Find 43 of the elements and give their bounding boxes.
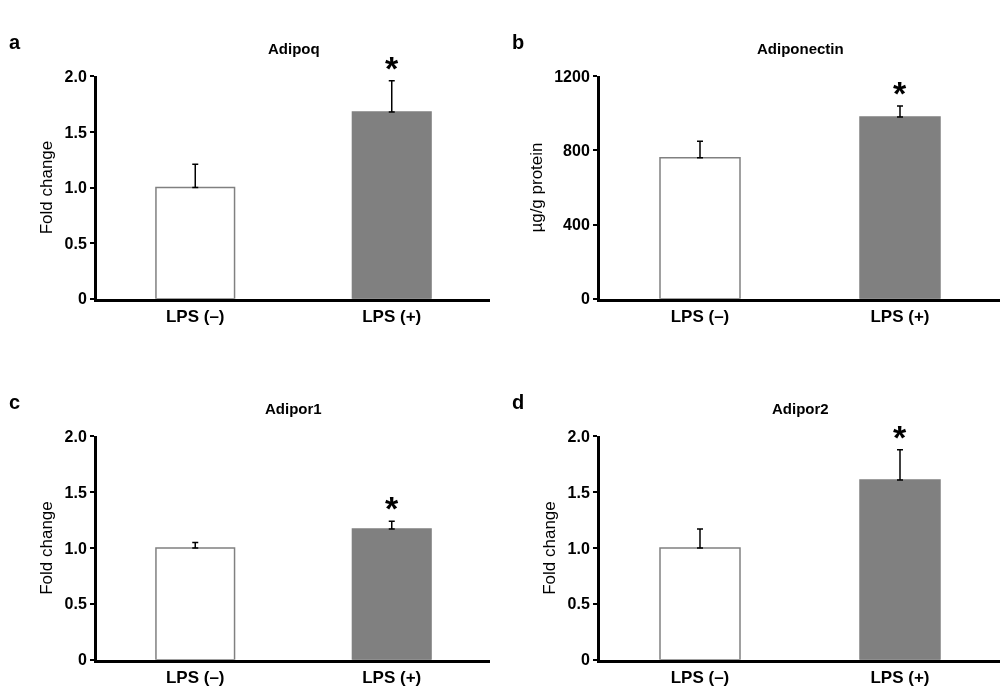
y-tick-label: 0.5 [567, 595, 590, 613]
x-tick-label: LPS (–) [670, 668, 730, 688]
y-tick-label: 0 [77, 290, 87, 308]
y-tick-label: 2.0 [567, 427, 590, 445]
text: c [9, 391, 21, 413]
x-tick-label: LPS (–) [165, 307, 225, 327]
y-tick-label: 800 [563, 142, 590, 160]
text: d [512, 391, 525, 413]
y-tick-label: 2.0 [64, 427, 87, 445]
x-tick-label: LPS (+) [870, 307, 930, 327]
annotation: * [893, 418, 907, 456]
chart-title: Adipor2 [772, 400, 829, 417]
x-tick-label: LPS (+) [870, 668, 930, 688]
chart-title: Adipor1 [265, 400, 322, 417]
y-tick-label: 1.0 [64, 179, 87, 197]
y-tick-label: 1.5 [567, 483, 590, 501]
y-axis-title: Fold change [37, 140, 57, 235]
x-tick-label: LPS (–) [165, 668, 225, 688]
y-tick-label: 0 [580, 290, 590, 308]
y-tick-label: 1.5 [64, 123, 87, 141]
y-tick-label: 1.0 [64, 539, 87, 557]
chart-title: Adipoq [268, 40, 320, 57]
x-tick-label: LPS (+) [362, 307, 422, 327]
annotation: * [893, 74, 907, 112]
y-tick-label: 0.5 [64, 595, 87, 613]
y-axis-title: µg/g protein [526, 142, 546, 233]
y-tick-label: 2.0 [64, 67, 87, 85]
text: b [512, 31, 525, 53]
x-tick-label: LPS (–) [670, 307, 730, 327]
x-tick-label: LPS (+) [362, 668, 422, 688]
y-tick-label: 1.0 [567, 539, 590, 557]
y-axis-title: Fold change [37, 501, 57, 595]
y-tick-label: 0.5 [64, 234, 87, 252]
y-tick-label: 0 [77, 651, 87, 669]
y-tick-label: 0 [580, 651, 590, 669]
annotation: * [385, 49, 399, 87]
chart-title: Adiponectin [757, 40, 844, 57]
y-tick-label: 1200 [554, 67, 590, 85]
annotation: * [385, 489, 399, 527]
y-axis-title: Fold change [540, 501, 560, 595]
text: a [9, 31, 21, 53]
y-tick-label: 1.5 [64, 483, 87, 501]
y-tick-label: 400 [563, 216, 590, 234]
